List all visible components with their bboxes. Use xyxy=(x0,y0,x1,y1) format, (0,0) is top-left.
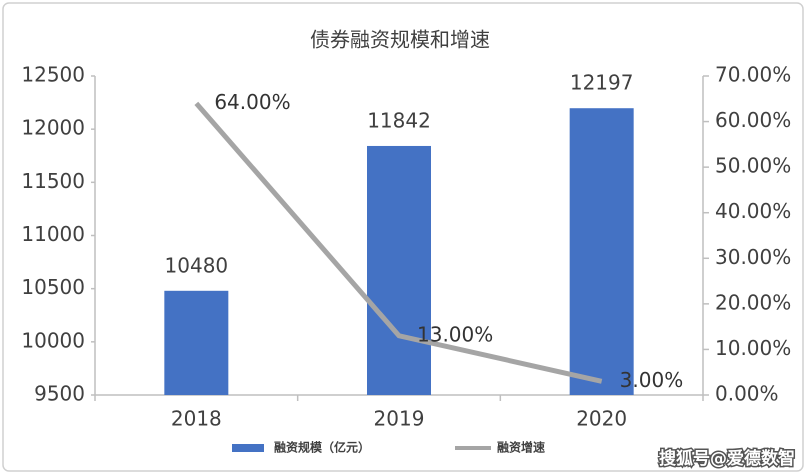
y2-tick-label: 50.00% xyxy=(715,154,791,178)
line-label: 13.00% xyxy=(417,322,493,346)
bar xyxy=(569,108,634,396)
watermark: 搜狐号@爱德数智 xyxy=(659,448,795,469)
y-tick-label: 12500 xyxy=(21,63,85,87)
y-tick-label: 11000 xyxy=(21,222,85,246)
x-tick-label: 2018 xyxy=(171,407,222,431)
line-label: 64.00% xyxy=(214,90,290,114)
bar xyxy=(367,145,431,395)
y-tick-label: 12000 xyxy=(21,116,85,140)
line xyxy=(194,101,603,384)
x-tick-label: 2020 xyxy=(576,407,627,431)
y2-tick-label: 10.00% xyxy=(715,336,791,360)
legend-label: 融资增速 xyxy=(497,440,545,455)
line-label: 3.00% xyxy=(620,368,684,392)
y2-tick-label: 0.00% xyxy=(715,382,779,406)
y-tick-label: 10500 xyxy=(21,275,85,299)
x-tick-label: 2019 xyxy=(374,407,425,431)
y-tick-label: 11500 xyxy=(21,169,85,193)
legend-swatch xyxy=(232,444,264,452)
y2-tick-label: 30.00% xyxy=(715,245,791,269)
y-tick-label: 9500 xyxy=(34,382,85,406)
chart-title: 债券融资规模和增速 xyxy=(310,28,490,52)
bar-label: 11842 xyxy=(367,108,431,132)
y-tick-label: 10000 xyxy=(21,328,85,352)
bar-label: 10480 xyxy=(165,253,229,277)
y2-tick-label: 70.00% xyxy=(715,63,791,87)
y2-tick-label: 60.00% xyxy=(715,108,791,132)
bar xyxy=(164,290,229,395)
y2-tick-label: 40.00% xyxy=(715,199,791,223)
legend-label: 融资规模（亿元） xyxy=(274,440,370,455)
bar-label: 12197 xyxy=(570,71,634,95)
y2-tick-label: 20.00% xyxy=(715,290,791,314)
